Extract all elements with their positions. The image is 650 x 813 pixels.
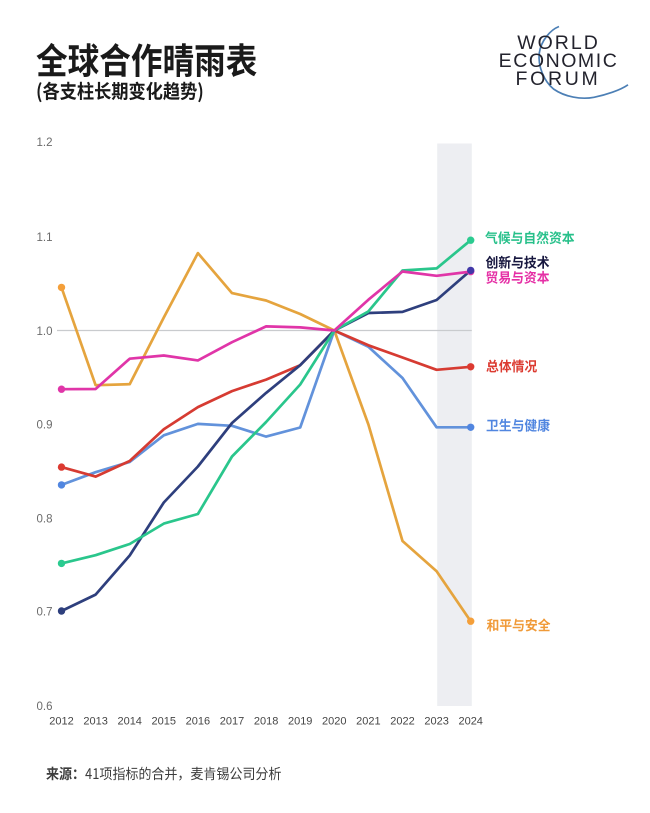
svg-text:2018: 2018 <box>254 716 278 728</box>
svg-text:0.9: 0.9 <box>37 420 53 432</box>
svg-text:2012: 2012 <box>49 716 73 728</box>
svg-text:2016: 2016 <box>186 716 210 728</box>
svg-text:0.7: 0.7 <box>37 606 53 618</box>
svg-text:0.6: 0.6 <box>37 701 53 713</box>
svg-text:2024: 2024 <box>458 716 482 728</box>
svg-text:1.1: 1.1 <box>37 232 53 244</box>
svg-text:1.2: 1.2 <box>37 137 53 149</box>
svg-text:2014: 2014 <box>117 716 141 728</box>
svg-text:2022: 2022 <box>390 716 414 728</box>
svg-text:ECONOMIC: ECONOMIC <box>499 50 619 72</box>
svg-text:2021: 2021 <box>356 716 380 728</box>
svg-text:2023: 2023 <box>424 716 448 728</box>
svg-text:2013: 2013 <box>83 716 107 728</box>
svg-text:0.8: 0.8 <box>37 513 53 525</box>
svg-text:2019: 2019 <box>288 716 312 728</box>
svg-text:2017: 2017 <box>220 716 244 728</box>
svg-text:2015: 2015 <box>152 716 176 728</box>
svg-text:FORUM: FORUM <box>516 68 601 90</box>
svg-text:2020: 2020 <box>322 716 346 728</box>
svg-text:WORLD: WORLD <box>517 32 600 54</box>
svg-text:1.0: 1.0 <box>37 326 53 338</box>
